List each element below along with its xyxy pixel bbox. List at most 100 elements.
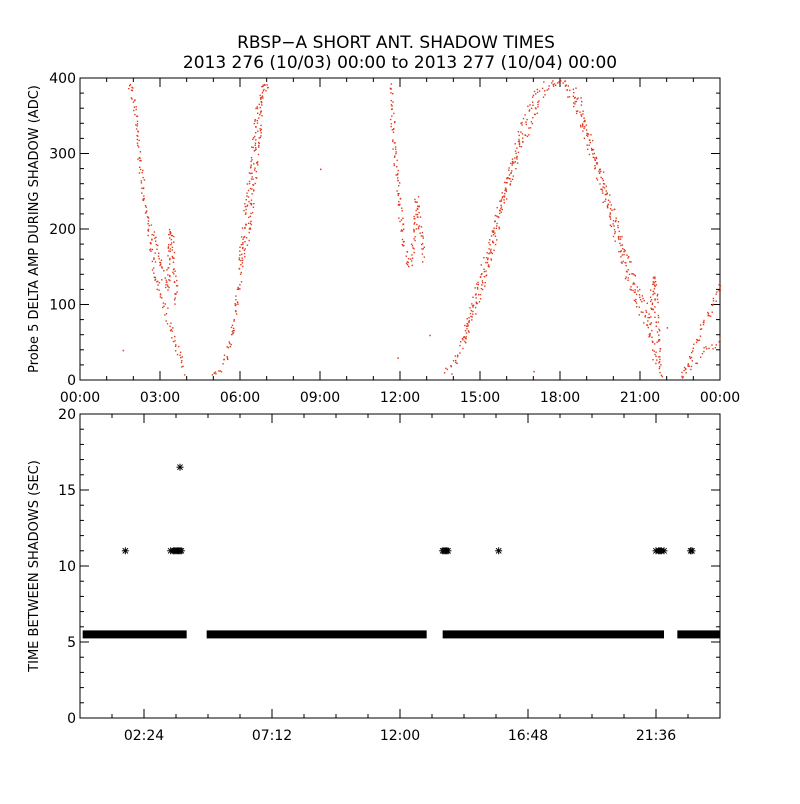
data-point — [695, 341, 698, 344]
data-point — [417, 208, 419, 210]
data-point — [605, 185, 607, 187]
data-point — [169, 259, 171, 261]
data-point — [242, 247, 244, 250]
data-point — [236, 288, 239, 290]
data-point — [645, 309, 647, 312]
data-point — [472, 310, 474, 313]
data-point — [657, 301, 659, 304]
data-point — [472, 306, 474, 308]
data-point — [407, 258, 410, 260]
data-point — [254, 167, 256, 169]
data-point — [661, 375, 663, 378]
data-point — [154, 278, 157, 281]
data-point — [580, 97, 582, 99]
data-point — [396, 166, 398, 168]
data-point — [629, 261, 631, 263]
data-point — [252, 206, 255, 208]
data-point — [163, 270, 165, 272]
data-point — [494, 214, 497, 217]
data-point — [489, 239, 491, 241]
data-point — [153, 257, 155, 259]
data-point — [397, 173, 399, 175]
data-point — [246, 205, 248, 207]
data-point — [145, 211, 147, 213]
data-point — [180, 357, 182, 359]
data-point — [481, 284, 483, 286]
data-point — [654, 306, 656, 308]
data-point — [261, 115, 263, 117]
data-point — [594, 159, 596, 161]
data-point — [586, 144, 588, 146]
data-point — [612, 220, 615, 222]
data-point — [627, 257, 629, 259]
data-point — [690, 368, 692, 371]
data-point — [173, 235, 175, 238]
data-point — [464, 324, 466, 327]
data-point — [413, 223, 415, 225]
data-point — [239, 254, 241, 256]
data-point — [399, 198, 402, 200]
data-point — [417, 216, 419, 218]
data-point — [606, 205, 609, 208]
data-point — [621, 254, 623, 256]
data-point — [240, 259, 242, 262]
data-point — [658, 340, 660, 342]
data-point — [239, 250, 241, 252]
data-point — [131, 86, 133, 89]
data-point — [500, 206, 503, 208]
data-point — [485, 274, 488, 276]
data-point — [417, 228, 420, 230]
data-point — [459, 341, 462, 343]
data-point — [171, 246, 174, 249]
data-point — [232, 333, 234, 335]
data-point — [163, 305, 165, 307]
data-point — [470, 310, 472, 312]
data-point — [259, 106, 261, 109]
data-point — [250, 178, 253, 180]
data-point — [642, 311, 644, 314]
data-point — [252, 184, 254, 186]
data-point — [176, 279, 178, 282]
data-point — [485, 270, 487, 272]
data-point — [246, 192, 248, 194]
data-point — [401, 207, 403, 209]
data-point — [142, 176, 144, 179]
data-point — [465, 332, 468, 334]
data-point — [247, 222, 250, 224]
x-tick-label: 09:00 — [300, 390, 340, 406]
data-point — [600, 188, 602, 190]
data-point — [490, 251, 493, 254]
data-point — [168, 244, 170, 246]
data-point — [129, 85, 131, 87]
data-point — [528, 109, 531, 111]
data-point — [657, 293, 659, 296]
x-tick-label: 21:00 — [620, 390, 660, 406]
data-point — [475, 313, 477, 315]
data-point — [547, 88, 550, 90]
star-stroke — [689, 547, 695, 554]
data-point — [651, 340, 654, 343]
series-shadow_amp_a — [128, 83, 186, 376]
data-point — [467, 325, 469, 327]
data-point — [580, 114, 582, 116]
data-point — [607, 207, 609, 209]
x-tick-label: 06:00 — [220, 390, 260, 406]
plot-panel-2: 02:24 07:12 12:00 16:48 21:36 0 5 10 15 20 TIME BE… — [27, 407, 721, 744]
data-point — [259, 94, 261, 97]
data-point — [174, 281, 176, 283]
data-point — [643, 322, 645, 324]
data-point — [422, 261, 424, 263]
data-point — [263, 88, 265, 91]
data-point — [649, 335, 651, 337]
data-point — [648, 317, 651, 319]
data-point — [136, 142, 139, 144]
data-point — [231, 324, 234, 326]
data-point — [614, 220, 617, 223]
data-point — [399, 220, 401, 223]
data-point — [613, 225, 615, 227]
data-point — [501, 192, 503, 194]
data-point — [514, 161, 516, 163]
data-point — [719, 289, 722, 292]
star-stroke — [178, 547, 185, 554]
data-point — [524, 114, 526, 116]
